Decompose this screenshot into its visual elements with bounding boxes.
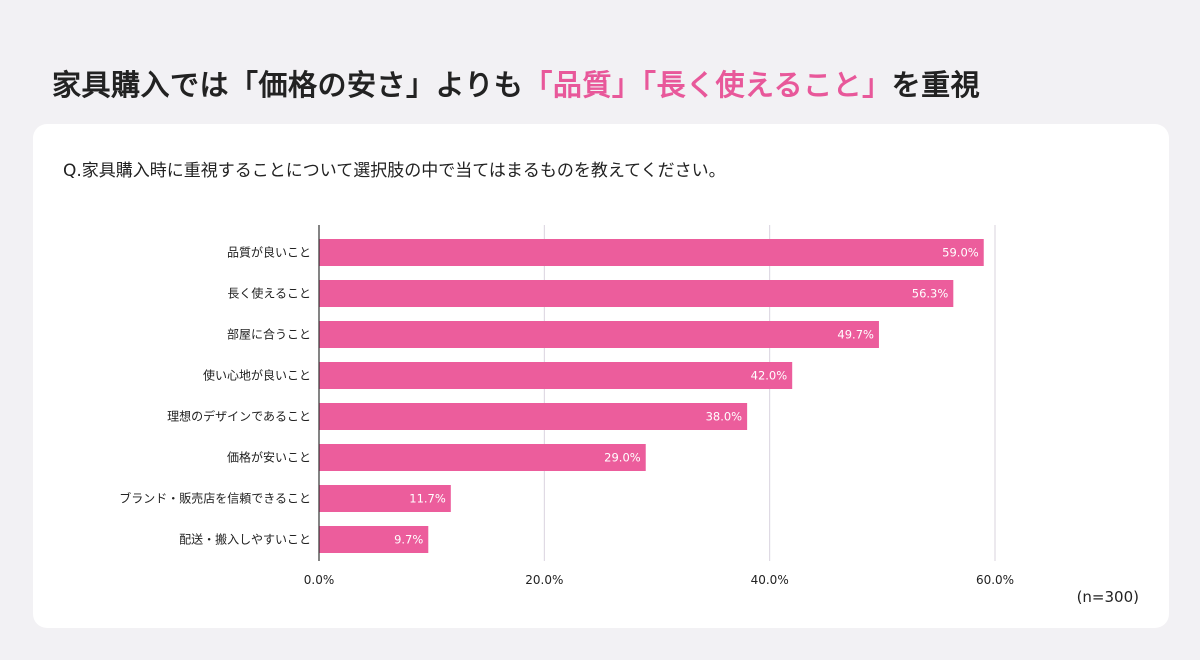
- category-label: 使い心地が良いこと: [203, 368, 311, 383]
- bar-value-label: 42.0%: [751, 369, 788, 383]
- headline: 家具購入では「価格の安さ」よりも「品質」「長く使えること」を重視: [52, 62, 980, 104]
- bar: [319, 280, 954, 307]
- bar-value-label: 59.0%: [942, 246, 979, 260]
- bar-value-label: 38.0%: [706, 410, 743, 424]
- headline-part1: 家具購入では「価格の安さ」よりも: [52, 68, 524, 102]
- category-label: ブランド・販売店を信頼できること: [119, 491, 311, 506]
- sample-size-label: (n=300): [1076, 588, 1139, 606]
- category-label: 配送・搬入しやすいこと: [179, 532, 311, 547]
- category-label: 品質が良いこと: [227, 245, 311, 260]
- bar: [319, 403, 748, 430]
- headline-highlight-durability: 「長く使えること」: [641, 68, 892, 102]
- category-label: 部屋に合うこと: [227, 327, 311, 342]
- headline-part2: を重視: [891, 68, 981, 102]
- category-label: 長く使えること: [227, 286, 311, 301]
- bar-value-label: 9.7%: [394, 533, 423, 547]
- bar: [319, 444, 646, 471]
- x-tick-label: 60.0%: [976, 573, 1014, 587]
- bar: [319, 526, 429, 553]
- bar: [319, 239, 984, 266]
- headline-highlight-quality: 「品質」: [523, 68, 642, 102]
- x-tick-label: 40.0%: [751, 573, 789, 587]
- x-tick-label: 20.0%: [525, 573, 563, 587]
- bar-value-label: 56.3%: [912, 287, 949, 301]
- bar: [319, 362, 793, 389]
- bar-value-label: 11.7%: [409, 492, 446, 506]
- bar-value-label: 49.7%: [837, 328, 874, 342]
- bar-chart: 0.0% 20.0% 40.0% 60.0% 59.0% 品質が良いこと 56.3% 長く使え…: [119, 225, 1014, 587]
- survey-question: Q.家具購入時に重視することについて選択肢の中で当てはまるものを教えてください。: [63, 161, 726, 181]
- category-label: 理想のデザインであること: [167, 409, 311, 424]
- chart-card: Q.家具購入時に重視することについて選択肢の中で当てはまるものを教えてください。…: [33, 124, 1169, 628]
- bar: [319, 485, 451, 512]
- x-tick-label: 0.0%: [304, 573, 335, 587]
- bar: [319, 321, 879, 348]
- bar-value-label: 29.0%: [604, 451, 641, 465]
- category-label: 価格が安いこと: [227, 450, 311, 465]
